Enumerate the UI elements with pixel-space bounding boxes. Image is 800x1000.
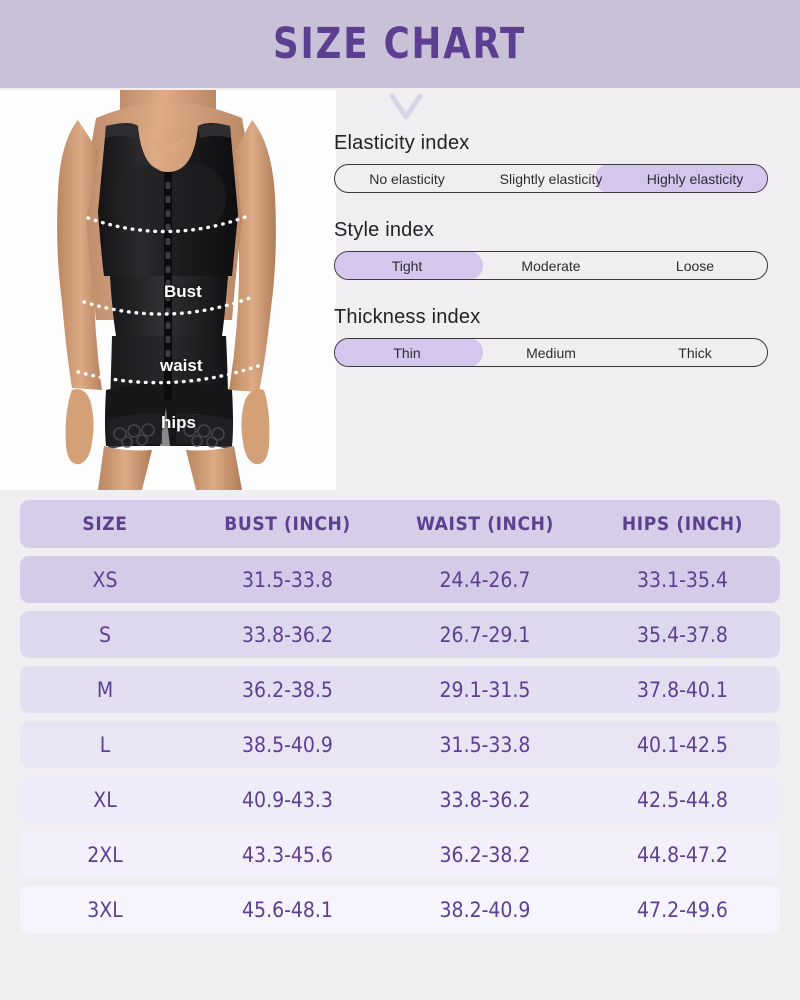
product-photo: Bust waist hips	[0, 90, 336, 490]
thickness-selected-highlight	[335, 339, 484, 366]
cell-hips: 37.8-40.1	[637, 677, 728, 702]
cell-hips: 40.1-42.5	[637, 732, 728, 757]
thickness-index-bar[interactable]: Thin Medium Thick	[334, 338, 768, 367]
cell-bust: 45.6-48.1	[242, 897, 333, 922]
table-row: S 33.8-36.2 26.7-29.1 35.4-37.8	[20, 611, 780, 658]
index-panel: Elasticity index No elasticity Slightly …	[334, 132, 774, 393]
style-selected-highlight	[335, 252, 484, 279]
elasticity-selected-highlight	[595, 165, 767, 192]
cell-bust: 43.3-45.6	[242, 842, 333, 867]
column-header-size: SIZE	[82, 513, 128, 535]
cell-waist: 38.2-40.9	[439, 897, 531, 922]
thickness-option-thin[interactable]: Thin	[393, 344, 421, 361]
style-option-moderate[interactable]: Moderate	[521, 257, 581, 274]
cell-hips: 35.4-37.8	[637, 622, 728, 647]
chevron-down-icon	[389, 93, 423, 120]
table-header-row: SIZE BUST (INCH) WAIST (INCH) HIPS (INCH…	[20, 500, 780, 548]
cell-bust: 40.9-43.3	[242, 787, 333, 812]
size-table: SIZE BUST (INCH) WAIST (INCH) HIPS (INCH…	[20, 500, 780, 941]
hips-label: hips	[161, 413, 196, 432]
cell-bust: 33.8-36.2	[242, 622, 333, 647]
bust-label: Bust	[164, 282, 202, 301]
cell-waist: 33.8-36.2	[439, 787, 531, 812]
cell-waist: 26.7-29.1	[439, 622, 531, 647]
cell-hips: 44.8-47.2	[637, 842, 728, 867]
elasticity-index-group: Elasticity index No elasticity Slightly …	[334, 132, 774, 193]
cell-size: 2XL	[87, 842, 123, 867]
waist-measure-line	[82, 296, 252, 316]
elasticity-index-title: Elasticity index	[334, 132, 470, 154]
elasticity-option-no[interactable]: No elasticity	[369, 170, 445, 187]
cell-size: XL	[93, 787, 117, 812]
thickness-option-medium[interactable]: Medium	[526, 344, 576, 361]
cell-hips: 47.2-49.6	[637, 897, 728, 922]
cell-waist: 29.1-31.5	[439, 677, 531, 702]
page-header: SIZE CHART	[0, 0, 800, 88]
cell-bust: 38.5-40.9	[242, 732, 333, 757]
waist-label: waist	[160, 356, 203, 375]
table-row: M 36.2-38.5 29.1-31.5 37.8-40.1	[20, 666, 780, 713]
bust-measure-line	[86, 214, 250, 234]
thickness-index-title: Thickness index	[334, 306, 481, 328]
table-row: 2XL 43.3-45.6 36.2-38.2 44.8-47.2	[20, 831, 780, 878]
column-header-hips: HIPS (INCH)	[621, 513, 744, 535]
cell-waist: 36.2-38.2	[439, 842, 531, 867]
cell-size: L	[99, 732, 111, 757]
column-header-waist: WAIST (INCH)	[416, 513, 554, 535]
thickness-index-group: Thickness index Thin Medium Thick	[334, 306, 774, 367]
style-index-title: Style index	[334, 219, 435, 241]
cell-size: 3XL	[87, 897, 123, 922]
cell-bust: 31.5-33.8	[242, 567, 333, 592]
elasticity-option-highly[interactable]: Highly elasticity	[646, 170, 744, 187]
style-option-loose[interactable]: Loose	[675, 257, 715, 274]
elasticity-option-slightly[interactable]: Slightly elasticity	[499, 170, 603, 187]
table-row: XL 40.9-43.3 33.8-36.2 42.5-44.8	[20, 776, 780, 823]
elasticity-index-bar[interactable]: No elasticity Slightly elasticity Highly…	[334, 164, 768, 193]
cell-hips: 33.1-35.4	[637, 567, 728, 592]
cell-waist: 31.5-33.8	[439, 732, 531, 757]
column-header-bust: BUST (INCH)	[224, 513, 351, 535]
style-option-tight[interactable]: Tight	[391, 257, 423, 274]
cell-size: S	[99, 622, 111, 647]
table-row: 3XL 45.6-48.1 38.2-40.9 47.2-49.6	[20, 886, 780, 933]
cell-waist: 24.4-26.7	[439, 567, 531, 592]
hips-measure-line	[76, 364, 260, 385]
style-index-group: Style index Tight Moderate Loose	[334, 219, 774, 280]
table-row: XS 31.5-33.8 24.4-26.7 33.1-35.4	[20, 556, 780, 603]
cell-hips: 42.5-44.8	[637, 787, 728, 812]
cell-size: XS	[92, 567, 118, 592]
thickness-option-thick[interactable]: Thick	[678, 344, 712, 361]
page-title: SIZE CHART	[273, 19, 527, 69]
table-row: L 38.5-40.9 31.5-33.8 40.1-42.5	[20, 721, 780, 768]
cell-bust: 36.2-38.5	[242, 677, 333, 702]
cell-size: M	[96, 677, 114, 702]
style-index-bar[interactable]: Tight Moderate Loose	[334, 251, 768, 280]
product-photo-illustration	[0, 90, 336, 490]
